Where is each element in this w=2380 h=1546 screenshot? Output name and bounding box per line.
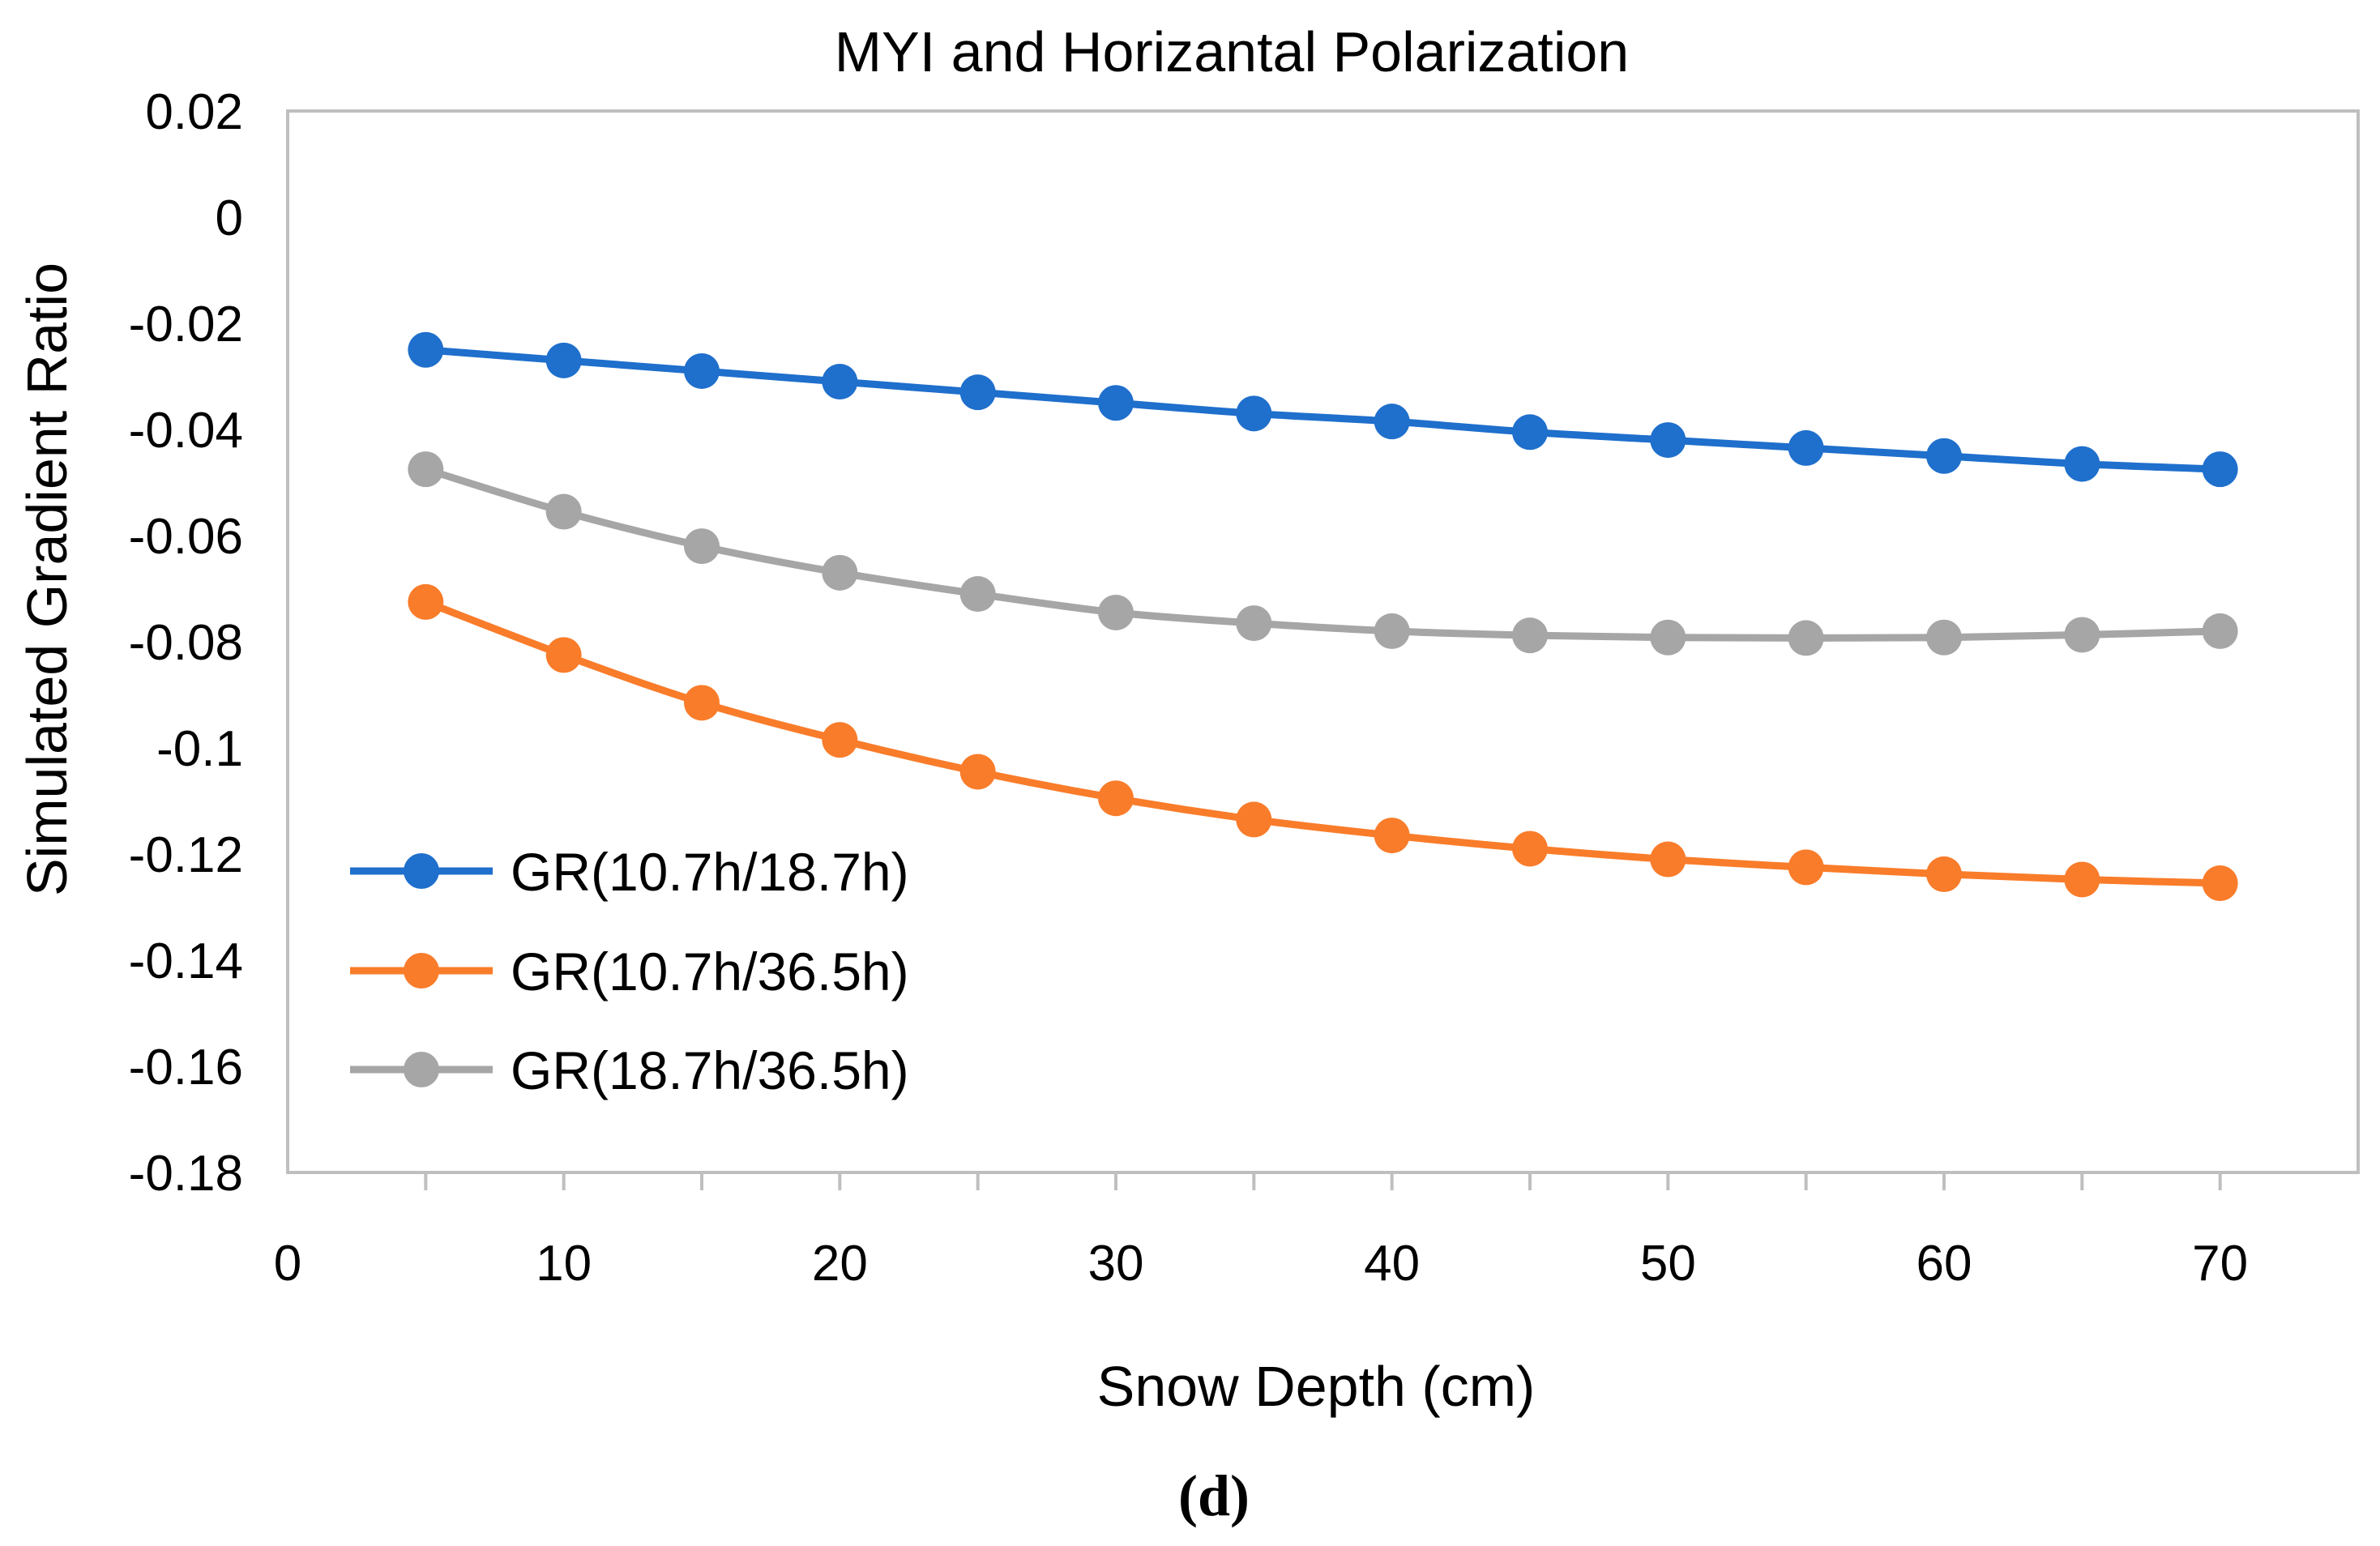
series-3-point xyxy=(1926,619,1962,656)
y-tick-label: -0.14 xyxy=(129,933,243,989)
x-tick-label: 10 xyxy=(536,1236,592,1292)
series-2-point xyxy=(1788,849,1824,886)
series-3-point xyxy=(1650,619,1686,656)
y-tick-label: -0.06 xyxy=(129,509,243,565)
x-tick-label: 0 xyxy=(274,1236,301,1292)
series-3-point xyxy=(959,576,996,613)
series-1-point xyxy=(545,342,582,378)
series-2-point xyxy=(684,685,720,721)
y-tick-label: -0.02 xyxy=(129,297,243,352)
y-tick-label: -0.18 xyxy=(129,1146,243,1202)
series-3-point xyxy=(1098,594,1134,630)
series-2-point xyxy=(408,583,444,620)
y-axis: 0.02 0 -0.02 -0.04 -0.06 -0.08 -0.1 -0.12 -0.14 -… xyxy=(129,84,243,1202)
series-3-point xyxy=(1788,620,1824,656)
series-3-point xyxy=(1374,613,1410,649)
x-tick-label: 20 xyxy=(812,1236,868,1292)
series-2-point xyxy=(1926,856,1962,892)
series-2-point xyxy=(2064,861,2100,898)
series-3-point xyxy=(2202,613,2238,649)
series-1-point xyxy=(1374,404,1410,440)
series-2-point xyxy=(1512,831,1548,867)
series-1-point xyxy=(1236,395,1272,432)
series-3-point xyxy=(545,493,582,530)
series-3-point xyxy=(1512,617,1548,654)
y-tick-label: -0.1 xyxy=(156,721,243,777)
x-tick-label: 50 xyxy=(1640,1236,1696,1292)
legend-marker-2 xyxy=(404,953,439,989)
series-2-point xyxy=(959,754,996,790)
series-3-point xyxy=(822,554,858,591)
series-1-point xyxy=(1926,438,1962,474)
x-axis: 0 10 20 30 40 50 60 70 xyxy=(274,1172,2248,1292)
y-axis-title: Simulated Gradient Ratio xyxy=(15,263,79,896)
series-2-point xyxy=(1236,801,1272,838)
series-1-point xyxy=(2064,446,2100,482)
y-tick-label: 0 xyxy=(216,190,243,246)
series-1-point xyxy=(1512,414,1548,451)
series-2-point xyxy=(545,637,582,673)
y-tick-label: -0.08 xyxy=(129,615,243,671)
series-3-point xyxy=(684,528,720,565)
x-tick-label: 40 xyxy=(1364,1236,1420,1292)
y-tick-label: -0.16 xyxy=(129,1040,243,1095)
chart-title: MYI and Horizantal Polarization xyxy=(835,20,1629,83)
series-1-point xyxy=(1788,429,1824,466)
series-3-point xyxy=(408,451,444,488)
series-2-point xyxy=(822,722,858,758)
x-tick-label: 60 xyxy=(1916,1236,1972,1292)
series-2-point xyxy=(1374,818,1410,854)
series-1-point xyxy=(1098,385,1134,421)
series-3-point xyxy=(1236,605,1272,642)
x-tick-label: 30 xyxy=(1088,1236,1144,1292)
series-1-point xyxy=(822,364,858,400)
series-1-point xyxy=(1650,422,1686,459)
series-2-point xyxy=(2202,865,2238,902)
series-2-point xyxy=(1650,841,1686,878)
legend-label-2: GR(10.7h/36.5h) xyxy=(511,942,909,1001)
panel-label: (d) xyxy=(1178,1463,1250,1528)
legend-marker-3 xyxy=(404,1052,439,1087)
series-1-point xyxy=(408,331,444,368)
x-tick-label: 70 xyxy=(2192,1236,2248,1292)
series-1-point xyxy=(2202,451,2238,488)
plot-area-frame xyxy=(286,109,2360,1174)
y-tick-label: 0.02 xyxy=(145,84,243,140)
series-1-point xyxy=(959,374,996,411)
series-1-point xyxy=(684,352,720,389)
y-tick-label: -0.12 xyxy=(129,827,243,883)
legend-label-1: GR(10.7h/18.7h) xyxy=(511,842,909,902)
series-layer xyxy=(408,331,2238,902)
legend: GR(10.7h/18.7h) GR(10.7h/36.5h) GR(18.7h/3… xyxy=(350,842,909,1100)
legend-label-3: GR(18.7h/36.5h) xyxy=(511,1040,909,1100)
series-3-point xyxy=(2064,617,2100,653)
y-tick-label: -0.04 xyxy=(129,403,243,459)
legend-marker-1 xyxy=(404,853,439,889)
series-2-point xyxy=(1098,780,1134,817)
x-axis-title: Snow Depth (cm) xyxy=(1097,1355,1536,1418)
